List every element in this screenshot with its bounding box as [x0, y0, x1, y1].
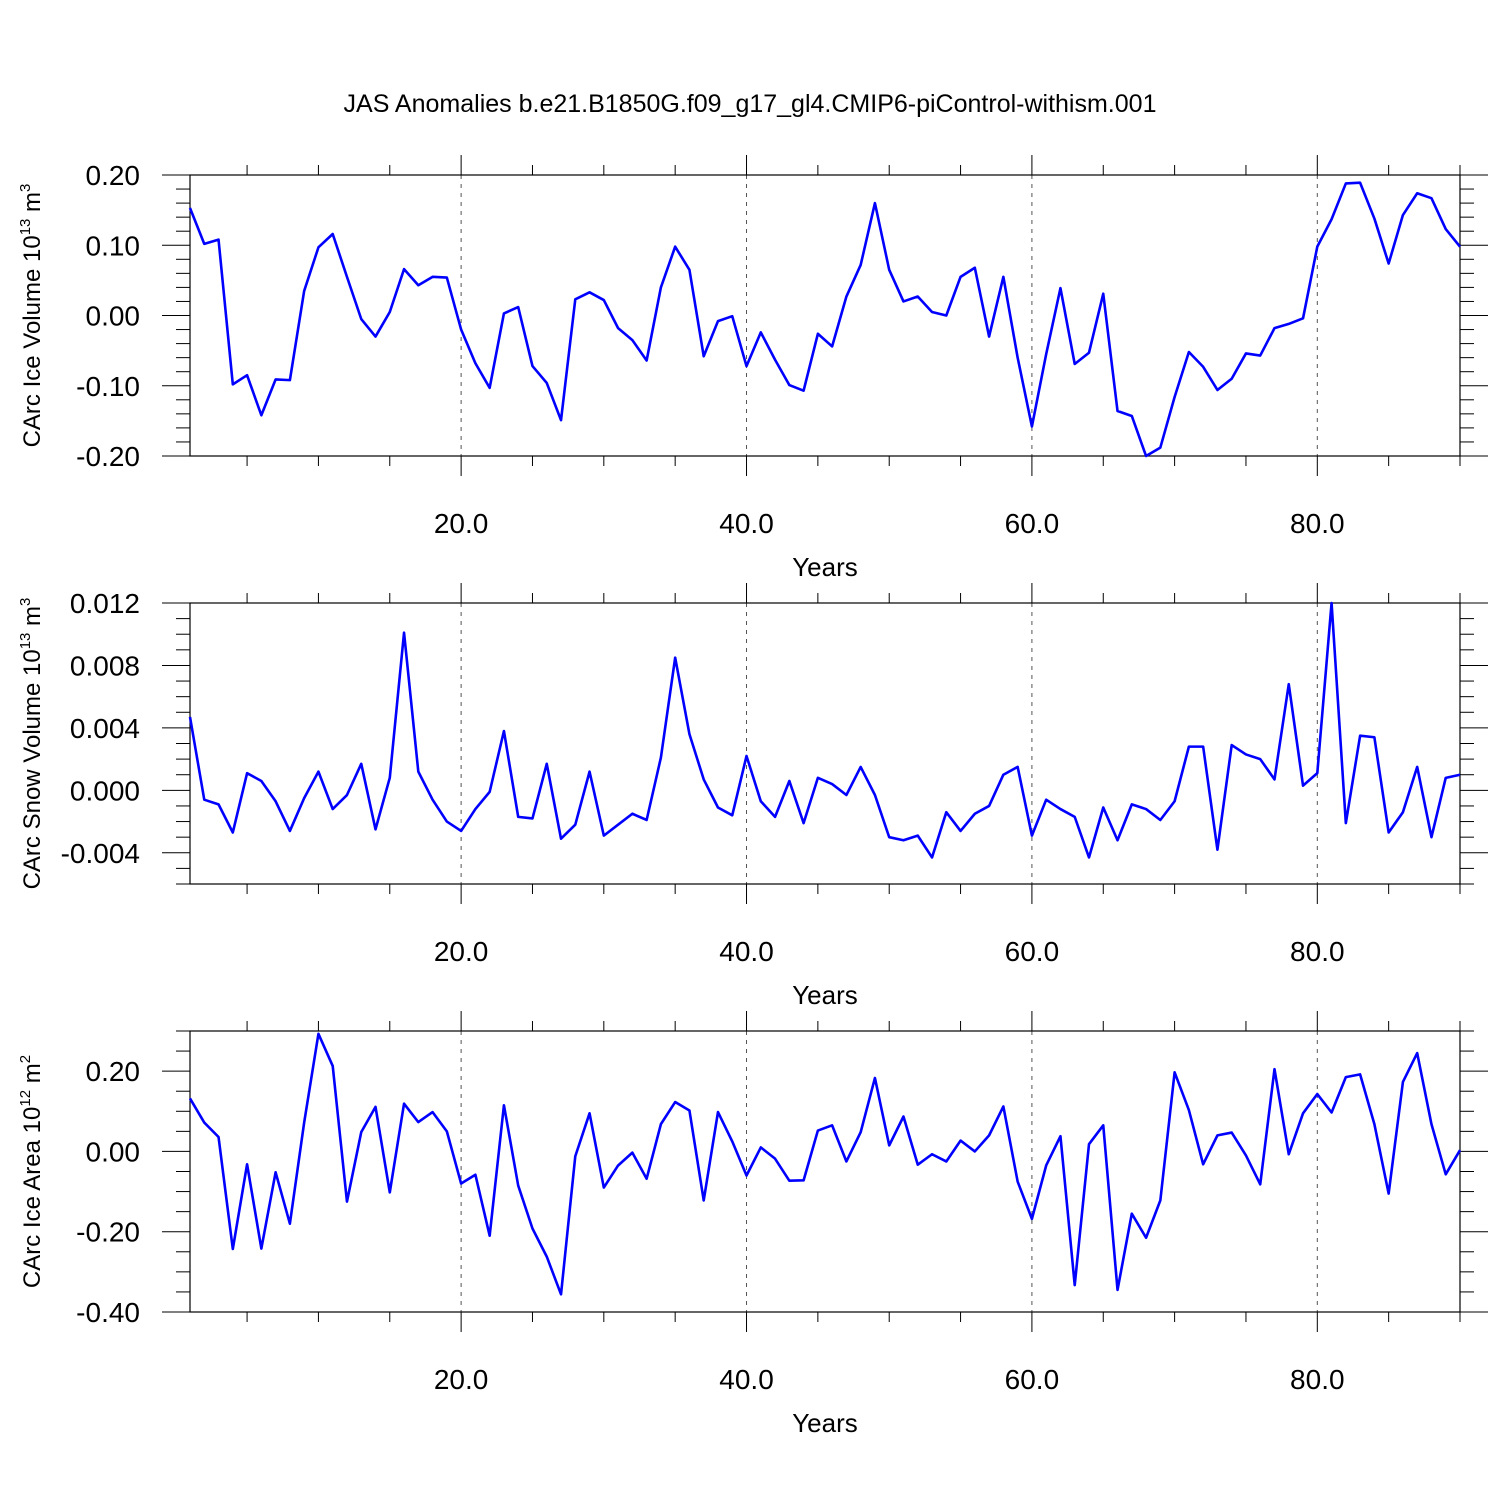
y-tick-label: 0.004 [70, 713, 140, 744]
y-tick-label: -0.20 [76, 1217, 140, 1248]
plot-frame [189, 174, 1461, 457]
x-tick-label: 20.0 [434, 936, 489, 967]
y-tick-label: 0.00 [86, 301, 141, 332]
x-tick-label: 20.0 [434, 1364, 489, 1395]
x-tick-label: 60.0 [1005, 508, 1060, 539]
x-axis-label: Years [792, 980, 858, 1010]
x-tick-label: 80.0 [1290, 936, 1345, 967]
series-line [188, 1032, 1462, 1296]
y-tick-label: -0.40 [76, 1297, 140, 1328]
chart-panel-3: 0.20 0.00 -0.20 -0.40 20.0 40.0 60.0 80.0 Years C… [17, 1011, 1488, 1438]
y-tick-label: -0.004 [61, 838, 140, 869]
y-tick-label: 0.000 [70, 775, 140, 806]
y-tick-label: 0.012 [70, 588, 140, 619]
x-tick-label: 40.0 [719, 1364, 774, 1395]
y-tick-label: 0.20 [86, 1056, 141, 1087]
y-tick-label: 0.008 [70, 650, 140, 681]
x-axis-label: Years [792, 552, 858, 582]
plot-frame [189, 1030, 1461, 1313]
series-line [188, 181, 1462, 458]
chart-panel-2: 0.012 0.008 0.004 0.000 -0.004 20.0 40.0 60.0 80… [17, 583, 1488, 1010]
x-tick-label: 40.0 [719, 936, 774, 967]
x-tick-label: 40.0 [719, 508, 774, 539]
x-tick-label: 80.0 [1290, 1364, 1345, 1395]
x-tick-label: 60.0 [1005, 1364, 1060, 1395]
y-axis-label: CArc Ice Volume 1013 m3 [17, 184, 46, 448]
y-tick-label: -0.10 [76, 371, 140, 402]
chart-title: JAS Anomalies b.e21.B1850G.f09_g17_gl4.C… [344, 90, 1157, 118]
x-tick-label: 80.0 [1290, 508, 1345, 539]
x-tick-label: 20.0 [434, 508, 489, 539]
y-tick-label: 0.20 [86, 160, 141, 191]
plot-frame [189, 602, 1461, 885]
y-tick-label: -0.20 [76, 441, 140, 472]
chart-panel-1: 0.20 0.10 0.00 -0.10 -0.20 20.0 40.0 60.0 80.0 Ye… [17, 155, 1488, 582]
x-axis-label: Years [792, 1408, 858, 1438]
y-tick-label: 0.10 [86, 230, 141, 261]
y-tick-label: 0.00 [86, 1136, 141, 1167]
x-tick-label: 60.0 [1005, 936, 1060, 967]
series-line [188, 601, 1461, 859]
y-axis-label: CArc Ice Area 1012 m2 [17, 1055, 46, 1288]
y-axis-label: CArc Snow Volume 1013 m3 [17, 598, 46, 890]
